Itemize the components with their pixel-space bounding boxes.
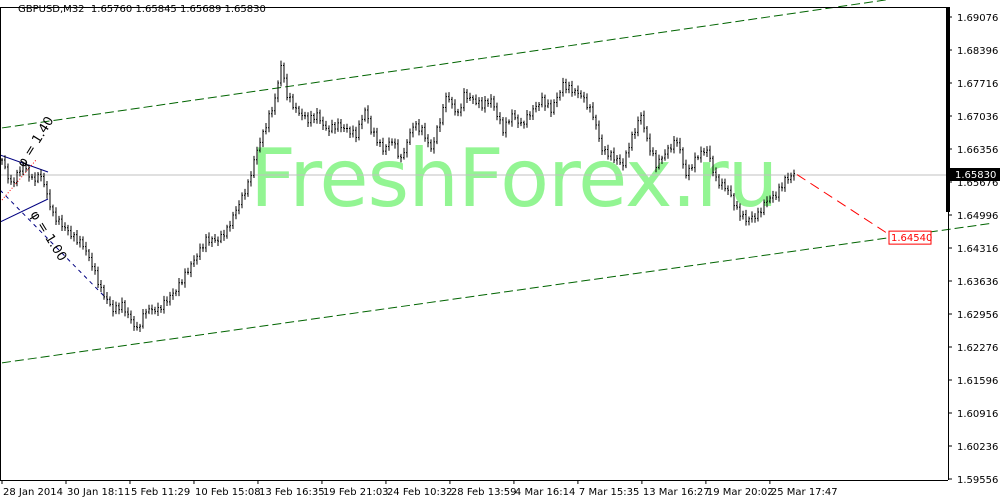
x-tick-label: 13 Mar 16:27 [643,487,710,498]
y-tick-label: 1.65676 [957,178,998,189]
x-tick-label: 10 Feb 15:08 [195,487,261,498]
forecast-line: 1.64540 [796,174,932,245]
forecast-dashed-line [796,174,888,234]
fib-line[interactable] [0,154,49,173]
y-tick-label: 1.64316 [957,244,998,255]
y-tick-label: 1.67716 [957,79,998,90]
forecast-label: 1.64540 [891,233,932,244]
x-tick-label: 24 Feb 10:32 [387,487,453,498]
y-tick-label: 1.64996 [957,211,998,222]
ohlc-values: 1.65760 1.65845 1.65689 1.65830 [90,4,266,15]
y-tick-label: 1.62956 [957,310,998,321]
x-tick-label: 19 Feb 21:03 [323,487,389,498]
forecast-label-box [888,230,932,245]
channel-line-lower [1,222,993,364]
x-tick-label: 7 Mar 15:35 [579,487,639,498]
x-tick-label: 30 Jan 18:11 [67,487,130,498]
x-tick-label: 5 Feb 11:29 [131,487,190,498]
fibonacci-channel[interactable]: φ = 1.40 φ = 1.00 [0,114,109,301]
x-tick-label: 13 Feb 16:35 [259,487,325,498]
fib-label: φ = 1.00 [27,208,70,264]
current-price-tag: 1.65830 [950,168,1000,181]
watermark: FreshForex.ru [250,132,778,225]
x-tick-label: 25 Mar 17:47 [771,487,838,498]
time-axis: 28 Jan 2014 30 Jan 18:11 5 Feb 11:29 10 Feb… [1,480,838,498]
chart-title: GBPUSD,M32 1.65760 1.65845 1.65689 1.658… [18,4,266,15]
y-tick-label: 1.59556 [957,475,998,486]
current-price-label: 1.65830 [955,170,996,181]
fib-line[interactable] [0,189,109,301]
channel-lines [1,0,993,364]
x-tick-label: 28 Jan 2014 [3,487,63,498]
y-tick-label: 1.60236 [957,442,998,453]
fib-line[interactable] [0,198,49,223]
x-tick-label: 19 Mar 20:02 [707,487,774,498]
price-axis-scroll-marker[interactable] [946,7,950,212]
y-tick-label: 1.69076 [957,13,998,24]
price-bars [1,60,795,333]
y-tick-label: 1.61596 [957,376,998,387]
price-axis: 1.69076 1.68396 1.67716 1.67036 1.66356 1.656… [948,13,998,486]
channel-line-upper [1,0,889,129]
symbol-label: GBPUSD,M32 [18,4,85,15]
y-tick-label: 1.60916 [957,409,998,420]
y-tick-label: 1.67036 [957,112,998,123]
x-tick-label: 28 Feb 13:59 [451,487,517,498]
y-tick-label: 1.62276 [957,343,998,354]
y-tick-label: 1.68396 [957,46,998,57]
y-tick-label: 1.66356 [957,145,998,156]
y-tick-label: 1.63636 [957,277,998,288]
x-tick-label: 4 Mar 16:14 [515,487,575,498]
